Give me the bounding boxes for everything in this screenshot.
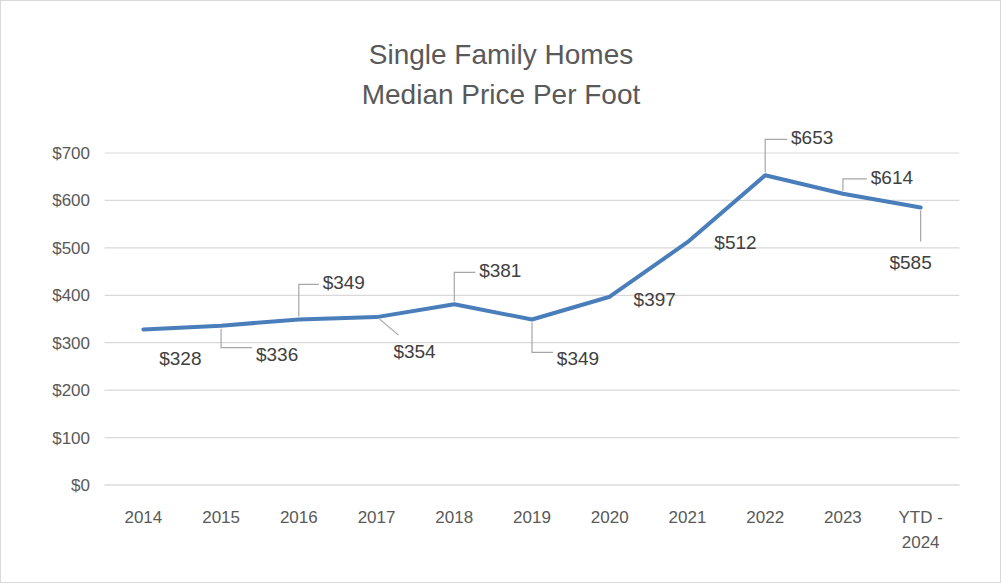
data-label: $349: [557, 348, 599, 369]
y-tick-label: $200: [52, 381, 90, 400]
grid-line: [105, 247, 960, 248]
x-tick-label-line: 2015: [202, 508, 240, 527]
data-label: $585: [889, 252, 931, 273]
leader-line: [532, 322, 553, 352]
x-tick-label: 2018: [435, 508, 473, 527]
chart: Single Family Homes Median Price Per Foot…: [0, 0, 1001, 583]
leader-line: [380, 319, 399, 335]
leader-line: [765, 139, 787, 172]
x-tick-label: 2015: [202, 508, 240, 527]
x-tick-label: YTD - 2024: [898, 508, 942, 552]
line-series: [143, 175, 920, 329]
leader-line: [454, 272, 475, 301]
x-tick-label-line: 2019: [513, 508, 551, 527]
x-tick-label-line: 2023: [824, 508, 862, 527]
grid-line: [105, 295, 960, 296]
title-line: Single Family Homes: [369, 39, 634, 70]
data-label: $614: [871, 167, 914, 188]
data-label: $349: [323, 272, 365, 293]
grid-line: [105, 200, 960, 201]
leader-line: [299, 284, 319, 316]
grid-line: [105, 484, 960, 485]
title: Single Family Homes Median Price Per Foot: [362, 39, 641, 110]
grid-line: [105, 152, 960, 153]
y-tick-label: $0: [71, 476, 90, 495]
y-tick-label: $700: [52, 144, 90, 163]
data-label: $381: [479, 260, 521, 281]
x-tick-label: 2021: [669, 508, 707, 527]
x-tick-label-line: 2016: [280, 508, 318, 527]
x-tick-label-line: 2018: [435, 508, 473, 527]
data-label: $354: [393, 341, 436, 362]
y-tick-label: $300: [52, 334, 90, 353]
x-tick-label-line: 2014: [124, 508, 162, 527]
y-tick-label: $600: [52, 191, 90, 210]
x-tick-label-line: 2022: [746, 508, 784, 527]
plot-marks: [143, 175, 920, 329]
y-tick-label: $100: [52, 429, 90, 448]
data-label: $336: [256, 344, 298, 365]
data-label: $512: [714, 232, 756, 253]
x-tick-label: 2016: [280, 508, 318, 527]
data-label: $397: [634, 289, 676, 310]
x-tick-label-line: 2021: [669, 508, 707, 527]
x-tick-label-line: 2024: [902, 533, 940, 552]
x-tick-label: 2022: [746, 508, 784, 527]
chart-frame: [1, 1, 1001, 583]
x-tick-label: 2014: [124, 508, 162, 527]
leader-line: [920, 211, 921, 242]
title-line: Median Price Per Foot: [362, 79, 641, 110]
x-tick-label: 2023: [824, 508, 862, 527]
data-label: $328: [159, 348, 201, 369]
y-tick-label: $500: [52, 239, 90, 258]
grid-line: [105, 390, 960, 391]
x-tick-label: 2019: [513, 508, 551, 527]
x-axis-line: [105, 484, 960, 485]
x-tick-label-line: 2017: [358, 508, 396, 527]
x-tick-label-line: 2020: [591, 508, 629, 527]
leader-line: [221, 329, 252, 348]
x-tick-label: 2017: [358, 508, 396, 527]
leader-line: [843, 179, 867, 191]
data-label: $653: [791, 127, 833, 148]
grid-line: [105, 437, 960, 438]
x-tick-label-line: YTD -: [898, 508, 942, 527]
y-tick-label: $400: [52, 286, 90, 305]
x-tick-label: 2020: [591, 508, 629, 527]
